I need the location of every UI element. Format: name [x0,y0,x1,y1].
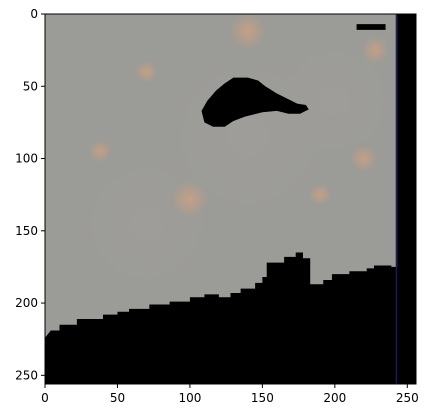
axes-frame [44,13,417,385]
x-axis: 0 50 100 150 200 250 [41,384,419,405]
y-tick-label: 50 [23,79,38,93]
y-tick-label: 250 [15,368,38,382]
x-tick-label: 0 [41,391,49,405]
warm-spot [134,60,159,84]
warm-spot [361,36,390,65]
light-patch [81,158,212,289]
x-tick-label: 200 [323,391,346,405]
warm-spot [229,14,267,50]
light-patch [276,42,393,159]
dark-ground-region [45,14,416,384]
warm-spot [171,180,209,218]
y-tick-label: 150 [15,224,38,238]
x-tick-label: 150 [251,391,274,405]
y-axis: 0 50 100 150 200 250 [15,7,45,382]
dark-blob [201,77,309,127]
y-tick-label: 100 [15,152,38,166]
top-right-ledge [356,24,386,30]
y-tick-label: 0 [30,7,38,21]
right-edge-strip [395,14,398,384]
y-tick-label: 200 [15,296,38,310]
warm-spot [349,144,378,173]
warm-spot [308,183,332,207]
x-tick-label: 50 [110,391,125,405]
x-tick-label: 100 [178,391,201,405]
warm-spot [88,139,112,163]
x-tick-label: 250 [396,391,419,405]
image-area [45,14,416,384]
